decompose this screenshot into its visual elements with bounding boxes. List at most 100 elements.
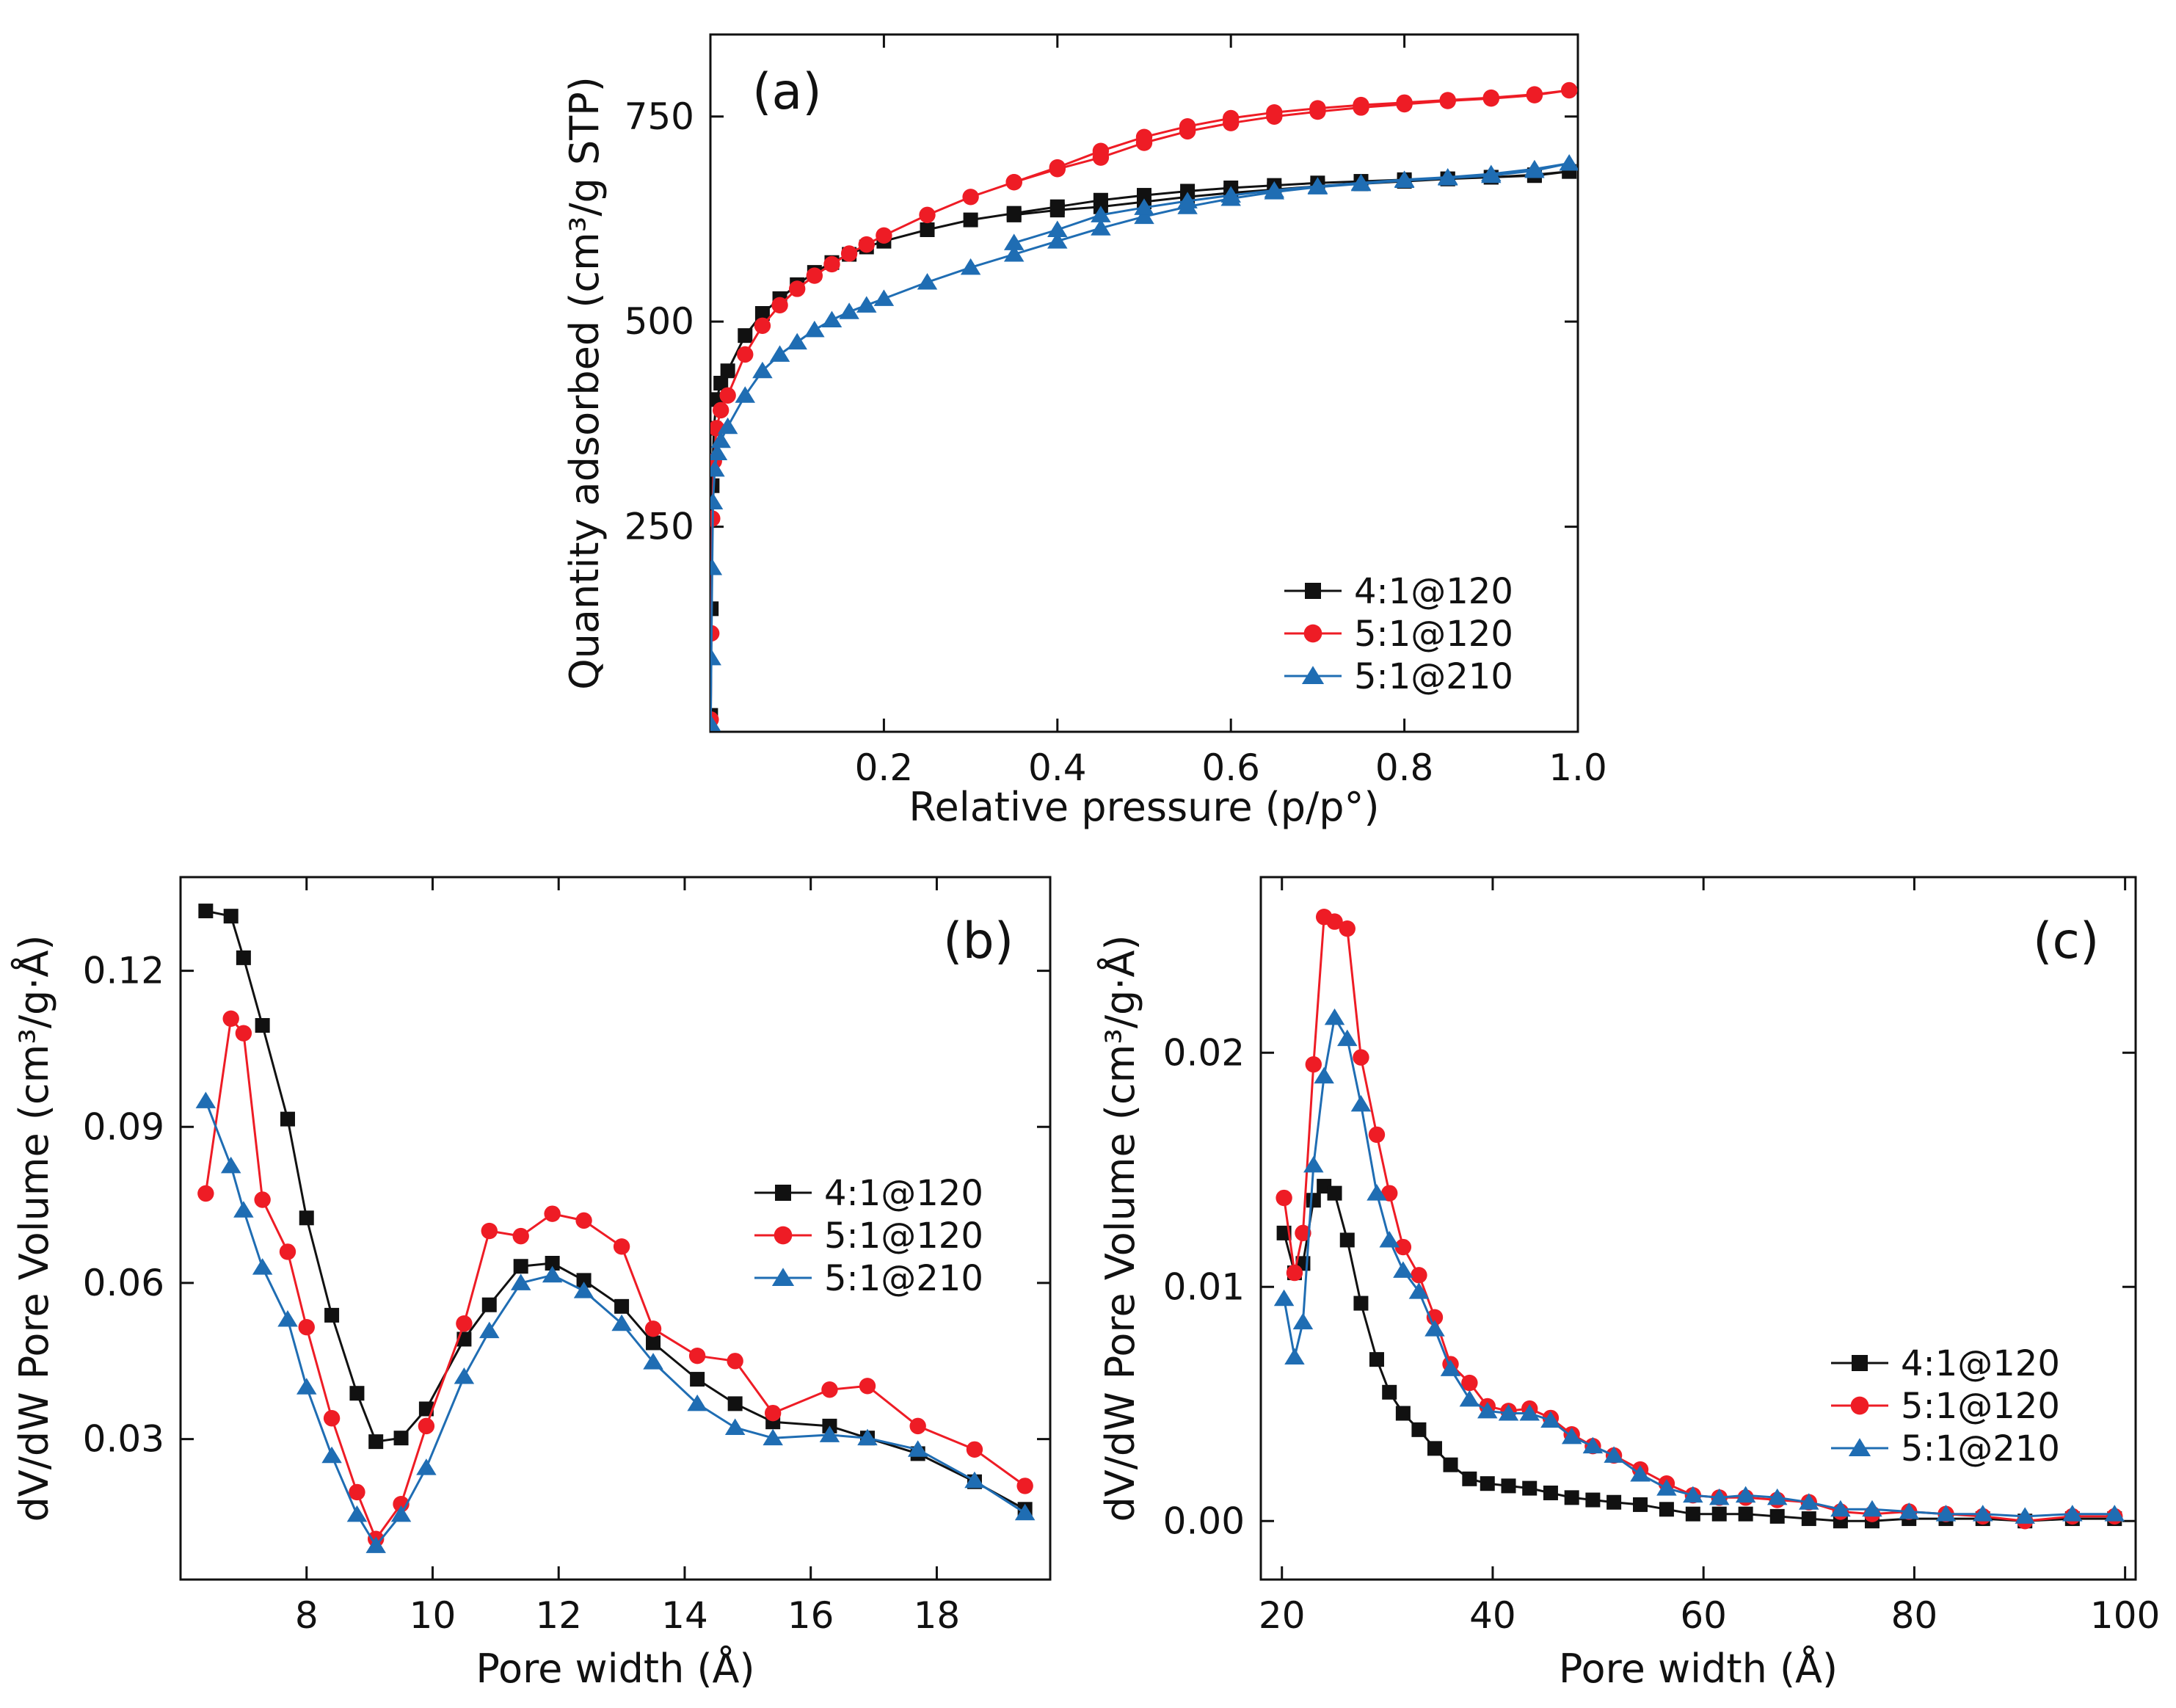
data-point bbox=[545, 1255, 560, 1271]
data-point bbox=[1179, 123, 1196, 140]
x-tick-label: 1.0 bbox=[1549, 746, 1607, 789]
data-point bbox=[687, 1394, 707, 1411]
data-point bbox=[1324, 1008, 1345, 1025]
data-point bbox=[1177, 192, 1198, 208]
legend-marker bbox=[1852, 1355, 1868, 1371]
data-point bbox=[1659, 1502, 1674, 1517]
data-point bbox=[1862, 1500, 1882, 1517]
data-point bbox=[254, 1191, 271, 1208]
data-point bbox=[710, 459, 725, 477]
data-point bbox=[917, 273, 938, 290]
data-point bbox=[418, 1417, 435, 1435]
data-point bbox=[1049, 161, 1066, 178]
data-point bbox=[690, 1372, 705, 1387]
series-5:1@120 bbox=[710, 81, 1578, 728]
data-point bbox=[235, 1025, 252, 1042]
data-point bbox=[821, 310, 843, 327]
data-point bbox=[324, 1307, 340, 1323]
data-point bbox=[575, 1212, 592, 1229]
data-point bbox=[1292, 1312, 1314, 1330]
y-tick-label: 0.03 bbox=[83, 1418, 164, 1461]
series-line bbox=[710, 162, 1571, 724]
data-point bbox=[1353, 1049, 1369, 1066]
data-point bbox=[1273, 1289, 1295, 1307]
data-point bbox=[1049, 203, 1065, 218]
x-tick-label: 0.4 bbox=[1028, 746, 1087, 789]
data-point bbox=[876, 227, 892, 244]
data-point bbox=[1350, 173, 1372, 191]
x-axis-title: Pore width (Å) bbox=[476, 1645, 754, 1692]
data-point bbox=[840, 245, 858, 262]
data-point bbox=[712, 401, 729, 419]
data-point bbox=[1305, 1056, 1322, 1073]
data-point bbox=[1003, 233, 1025, 250]
data-point bbox=[787, 332, 807, 350]
data-point bbox=[873, 289, 895, 306]
data-point bbox=[349, 1483, 365, 1501]
data-point bbox=[1047, 220, 1068, 237]
data-point bbox=[764, 1404, 782, 1422]
data-point bbox=[573, 1282, 594, 1298]
data-point bbox=[738, 328, 753, 344]
plot-frame bbox=[179, 876, 1052, 1581]
data-point bbox=[1735, 1486, 1756, 1503]
data-point bbox=[1801, 1511, 1816, 1527]
data-point bbox=[277, 1310, 298, 1327]
series-5:1@120 bbox=[197, 1010, 1033, 1547]
data-point bbox=[1769, 1508, 1785, 1524]
data-point bbox=[1439, 92, 1456, 109]
data-point bbox=[1339, 920, 1356, 937]
legend-label: 5:1@120 bbox=[1354, 614, 1513, 655]
legend-item: 5:1@120 bbox=[1831, 1386, 2060, 1427]
y-tick-label: 0.02 bbox=[1163, 1031, 1245, 1074]
y-axis-title: dV/dW Pore Volume (cm³/g·Å) bbox=[1096, 935, 1143, 1522]
data-point bbox=[513, 1259, 528, 1274]
data-point bbox=[710, 601, 719, 617]
x-tick-label: 16 bbox=[787, 1594, 834, 1637]
x-tick-label: 20 bbox=[1259, 1594, 1306, 1637]
data-point bbox=[368, 1434, 384, 1450]
data-point bbox=[1326, 913, 1343, 930]
data-point bbox=[1092, 149, 1110, 166]
data-point bbox=[220, 1156, 241, 1174]
data-point bbox=[735, 386, 756, 403]
legend-label: 5:1@120 bbox=[824, 1215, 983, 1257]
y-axis-title: dV/dW Pore Volume (cm³/g·Å) bbox=[10, 935, 57, 1522]
legend-marker bbox=[1850, 1396, 1869, 1415]
legend-item: 4:1@120 bbox=[754, 1173, 983, 1214]
data-point bbox=[710, 648, 721, 666]
x-axis-title: Pore width (Å) bbox=[1559, 1645, 1838, 1692]
series-5:1@210 bbox=[1273, 1008, 2125, 1524]
data-point bbox=[1091, 219, 1111, 236]
data-point bbox=[481, 1297, 497, 1312]
data-point bbox=[613, 1238, 630, 1255]
data-point bbox=[349, 1386, 365, 1401]
data-point bbox=[789, 280, 806, 297]
data-point bbox=[1003, 245, 1025, 262]
legend-marker bbox=[1848, 1438, 1871, 1456]
y-tick-label: 750 bbox=[625, 95, 694, 138]
x-tick-label: 14 bbox=[661, 1594, 708, 1637]
y-tick-label: 0.00 bbox=[1163, 1500, 1245, 1542]
data-point bbox=[1935, 1505, 1957, 1522]
data-point bbox=[710, 431, 731, 448]
data-point bbox=[1134, 207, 1154, 225]
data-point bbox=[2104, 1505, 2125, 1522]
data-point bbox=[1091, 206, 1111, 222]
x-tick-label: 18 bbox=[914, 1594, 961, 1637]
data-point bbox=[819, 1425, 840, 1442]
data-point bbox=[1381, 1185, 1398, 1202]
data-point bbox=[1560, 81, 1578, 99]
x-tick-label: 8 bbox=[295, 1594, 319, 1637]
data-point bbox=[479, 1321, 500, 1339]
data-point bbox=[1135, 134, 1153, 151]
y-tick-label: 0.01 bbox=[1163, 1265, 1245, 1308]
data-point bbox=[510, 1273, 531, 1290]
legend-item: 4:1@120 bbox=[1831, 1343, 2060, 1384]
data-point bbox=[1284, 1348, 1305, 1364]
data-point bbox=[512, 1227, 529, 1245]
data-point bbox=[727, 1353, 743, 1370]
y-tick-label: 0.12 bbox=[83, 950, 164, 992]
data-point bbox=[1481, 164, 1502, 181]
y-axis-title: Quantity adsorbed (cm³/g STP) bbox=[561, 76, 608, 690]
